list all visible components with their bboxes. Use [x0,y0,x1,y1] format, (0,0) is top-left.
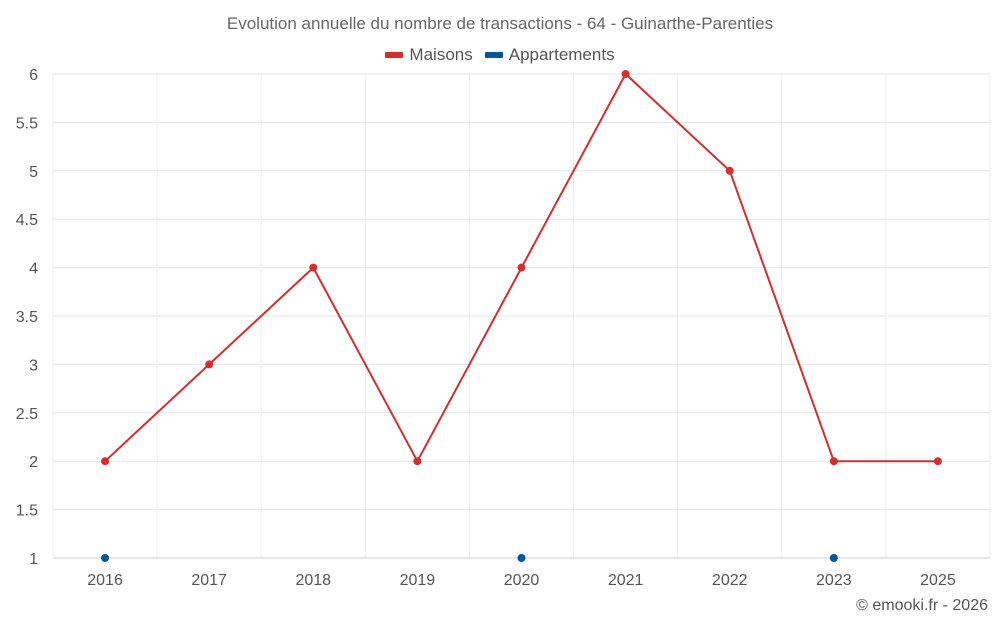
y-tick-label: 6 [29,67,38,84]
y-tick-label: 2 [29,454,38,471]
data-point-maisons [725,166,734,175]
y-tick-label: 1 [29,551,38,568]
x-tick-label: 2017 [191,572,227,589]
legend-item-appartements[interactable]: Appartements [484,45,615,65]
x-tick-label: 2016 [87,572,123,589]
chart-title: Evolution annuelle du nombre de transact… [226,14,774,33]
x-tick-label: 2022 [712,572,748,589]
legend-label-maisons: Maisons [409,45,473,64]
y-tick-label: 3 [29,357,38,374]
y-tick-label: 4.5 [16,212,38,229]
y-tick-label: 5 [29,164,38,181]
x-tick-label: 2023 [816,572,852,589]
data-point-maisons [413,457,422,466]
legend-swatch-maisons [385,52,404,58]
data-point-maisons [933,457,942,466]
data-point-appartements [829,554,838,562]
legend-label-appartements: Appartements [508,45,615,64]
x-tick-label: 2019 [400,572,436,589]
x-tick-label: 2020 [504,572,540,589]
data-point-maisons [829,457,838,466]
data-point-maisons [309,263,318,272]
data-point-maisons [621,70,630,78]
y-tick-label: 1.5 [16,503,38,520]
x-tick-label: 2018 [295,572,331,589]
data-point-maisons [101,457,110,466]
x-tick-label: 2021 [608,572,644,589]
y-tick-label: 2.5 [16,406,38,423]
data-point-appartements [101,554,110,562]
data-point-maisons [517,263,526,272]
legend-swatch-appartements [484,52,503,58]
legend-item-maisons[interactable]: Maisons [385,45,473,65]
x-tick-label: 2025 [920,572,956,589]
legend: Maisons Appartements [0,45,1000,65]
y-tick-label: 5.5 [16,115,38,132]
y-tick-label: 3.5 [16,309,38,326]
credit-text: © emooki.fr - 2026 [856,597,988,614]
data-point-maisons [205,360,214,369]
y-tick-label: 4 [29,261,38,278]
data-point-appartements [517,554,526,562]
